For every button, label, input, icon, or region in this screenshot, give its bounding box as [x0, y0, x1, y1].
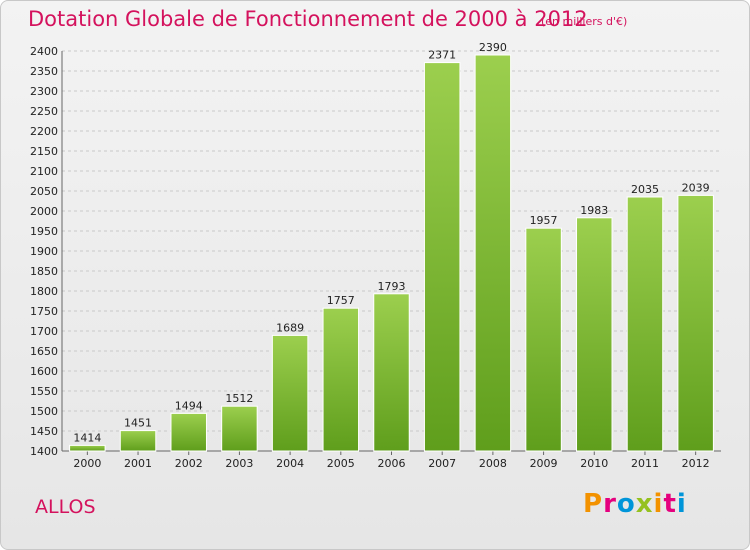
logo-letter: i: [653, 489, 664, 519]
y-tick-label: 2200: [30, 125, 58, 138]
value-label-2001: 1451: [124, 417, 152, 430]
x-tick-label-2009: 2009: [530, 457, 558, 470]
y-tick-label: 1450: [30, 425, 58, 438]
value-label-2009: 1957: [530, 214, 558, 227]
y-tick-label: 2400: [30, 45, 58, 58]
x-tick-label-2012: 2012: [682, 457, 710, 470]
y-tick-label: 1400: [30, 445, 58, 458]
commune-name: ALLOS: [35, 496, 96, 518]
bar-2006: [373, 293, 410, 452]
logo-letter: i: [676, 489, 687, 519]
axes: 1400 1450 1500 1550 1600 1650 1700 1750 1800 1850…: [30, 45, 721, 470]
value-label-2000: 1414: [73, 431, 101, 444]
x-tick-label-2010: 2010: [580, 457, 608, 470]
y-tick-label: 2000: [30, 205, 58, 218]
y-tick-label: 2050: [30, 185, 58, 198]
x-tick-label-2005: 2005: [327, 457, 355, 470]
y-tick-label: 1900: [30, 245, 58, 258]
bar-2001: [119, 430, 157, 452]
x-tick-label-2011: 2011: [631, 457, 659, 470]
y-tick-label: 2350: [30, 65, 58, 78]
y-tick-label: 2250: [30, 105, 58, 118]
bars: 1414 1451 1494 1512 1689 1757 1793 2371 2390 1957…: [69, 41, 714, 452]
x-tick-label-2008: 2008: [479, 457, 507, 470]
value-label-2005: 1757: [327, 294, 355, 307]
x-tick-label-2001: 2001: [124, 457, 152, 470]
y-tick-label: 1700: [30, 325, 58, 338]
value-label-2011: 2035: [631, 183, 659, 196]
proxiti-logo[interactable]: Proxiti: [583, 489, 687, 519]
y-tick-label: 1800: [30, 285, 58, 298]
value-label-2003: 1512: [225, 392, 253, 405]
x-tick-label-2000: 2000: [73, 457, 101, 470]
x-tick-label-2004: 2004: [276, 457, 304, 470]
value-label-2008: 2390: [479, 41, 507, 54]
y-tick-label: 1500: [30, 405, 58, 418]
chart-subtitle: (en milliers d'€): [541, 15, 628, 28]
bar-2011: [626, 196, 664, 452]
value-label-2002: 1494: [175, 399, 203, 412]
value-label-2004: 1689: [276, 321, 304, 334]
logo-letter: x: [635, 489, 654, 519]
y-tick-label: 1550: [30, 385, 58, 398]
y-tick-label: 1850: [30, 265, 58, 278]
logo-letter: r: [603, 489, 617, 519]
y-tick-label: 1950: [30, 225, 58, 238]
bar-2010: [576, 217, 613, 452]
chart-title: Dotation Globale de Fonctionnement de 20…: [28, 7, 588, 31]
x-tick-label-2002: 2002: [175, 457, 203, 470]
bar-2003: [221, 405, 258, 452]
logo-letter: P: [583, 489, 604, 519]
bar-2007: [423, 62, 461, 452]
value-label-2010: 1983: [580, 204, 608, 217]
bar-2012: [677, 194, 714, 452]
bar-2005: [322, 307, 360, 452]
y-tick-label: 2300: [30, 85, 58, 98]
value-label-2006: 1793: [378, 280, 406, 293]
value-label-2007: 2371: [428, 49, 456, 62]
x-tick-label-2003: 2003: [225, 457, 253, 470]
bar-2002: [170, 412, 207, 452]
y-tick-label: 1600: [30, 365, 58, 378]
y-tick-label: 2100: [30, 165, 58, 178]
bar-2009: [525, 227, 562, 452]
y-tick-label: 1650: [30, 345, 58, 358]
value-label-2012: 2039: [682, 181, 710, 194]
bar-2008: [474, 54, 512, 452]
logo-letter: o: [616, 489, 636, 519]
bar-2004: [271, 334, 309, 452]
x-tick-label-2007: 2007: [428, 457, 456, 470]
logo-letter: t: [663, 489, 677, 519]
y-tick-label: 1750: [30, 305, 58, 318]
y-tick-label: 2150: [30, 145, 58, 158]
x-tick-label-2006: 2006: [378, 457, 406, 470]
bar-2000: [69, 444, 106, 452]
